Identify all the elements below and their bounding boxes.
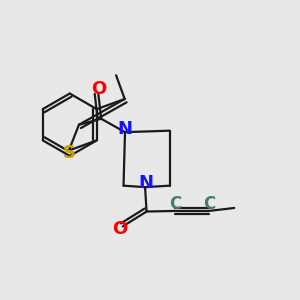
- Text: O: O: [112, 220, 128, 238]
- Text: C: C: [203, 195, 215, 213]
- Text: C: C: [169, 195, 181, 213]
- Text: O: O: [91, 80, 106, 98]
- Text: S: S: [62, 144, 75, 162]
- Text: N: N: [139, 174, 154, 192]
- Text: N: N: [118, 120, 133, 138]
